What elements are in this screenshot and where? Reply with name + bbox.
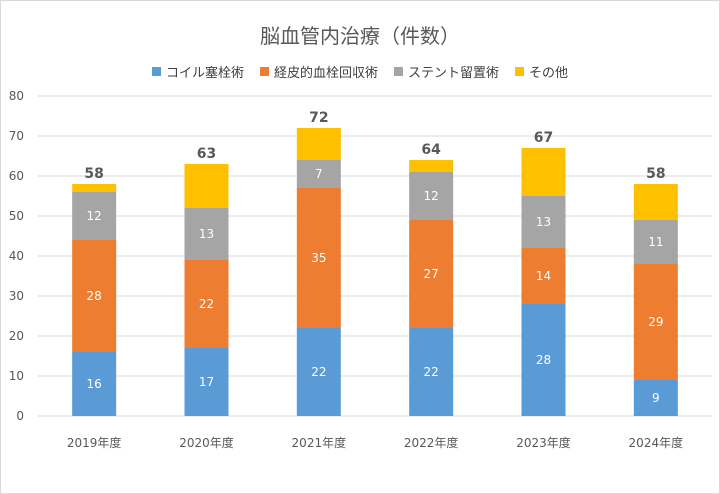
bar-segment [409, 160, 454, 172]
segment-label: 16 [87, 377, 102, 391]
y-tick-label: 0 [16, 409, 24, 423]
y-tick-label: 50 [9, 209, 24, 223]
total-label: 58 [84, 166, 103, 182]
y-tick-label: 20 [9, 329, 24, 343]
legend-label: 経皮的血栓回収術 [273, 66, 378, 81]
y-tick-label: 60 [9, 169, 24, 183]
legend-swatch [394, 67, 403, 76]
x-tick-label: 2020年度 [179, 435, 234, 450]
legend-label: ステント留置術 [408, 66, 500, 81]
total-label: 63 [197, 146, 216, 162]
y-tick-label: 10 [9, 369, 24, 383]
segment-label: 22 [311, 365, 326, 379]
segment-label: 12 [424, 189, 439, 203]
total-label: 64 [421, 142, 441, 158]
total-label: 58 [646, 166, 665, 182]
segment-label: 11 [648, 235, 663, 249]
x-tick-label: 2019年度 [67, 435, 122, 450]
total-label: 72 [309, 110, 328, 126]
y-tick-label: 70 [9, 129, 24, 143]
bar-segment [409, 328, 454, 416]
x-tick-label: 2024年度 [629, 435, 684, 450]
x-tick-label: 2023年度 [516, 435, 571, 450]
segment-label: 29 [648, 315, 663, 329]
bar-segment [296, 160, 341, 188]
bar-segment [184, 164, 229, 208]
segment-label: 9 [652, 391, 660, 405]
y-tick-label: 80 [9, 89, 24, 103]
chart-title: 脳血管内治療（件数） [260, 24, 460, 48]
segment-label: 13 [199, 227, 214, 241]
segment-label: 22 [424, 365, 439, 379]
bar-segment [633, 380, 678, 416]
bar-segment [296, 188, 341, 328]
bar-segment [184, 208, 229, 260]
bar-segment [521, 248, 566, 304]
bar-segment [409, 220, 454, 328]
bar-segment [409, 172, 454, 220]
segment-label: 14 [536, 269, 551, 283]
bar-segment [72, 352, 117, 416]
bar-segment [296, 328, 341, 416]
bar-segment [633, 184, 678, 220]
legend-item-3: その他 [515, 62, 568, 81]
legend-item-1: 経皮的血栓回収術 [259, 62, 378, 81]
x-tick-label: 2021年度 [292, 435, 347, 450]
legend-item-2: ステント留置術 [394, 62, 499, 81]
bar-segment [521, 304, 566, 416]
bar-segment [296, 128, 341, 160]
bar-segment [72, 192, 117, 240]
segment-label: 35 [311, 251, 326, 265]
bar-segment [633, 264, 678, 380]
bar-segment [521, 148, 566, 196]
legend-item-0: コイル塞栓術 [151, 62, 244, 81]
total-label: 67 [534, 130, 553, 146]
bar-segment [72, 184, 117, 192]
legend-swatch [151, 67, 161, 76]
bar-segment [633, 220, 678, 264]
legend-swatch [259, 67, 269, 76]
legend-label: コイル塞栓術 [165, 66, 244, 81]
x-tick-label: 2022年度 [404, 435, 459, 450]
y-tick-label: 40 [9, 249, 24, 263]
bar-segment [521, 196, 566, 248]
segment-label: 28 [536, 353, 551, 367]
bar-segment [184, 260, 229, 348]
bar-segment [184, 348, 229, 416]
segment-label: 7 [315, 167, 323, 181]
legend-swatch [515, 67, 525, 76]
chart-legend: コイル塞栓術 経皮的血栓回収術 ステント留置術 その他 [0, 62, 720, 81]
segment-label: 22 [199, 297, 214, 311]
segment-label: 12 [87, 209, 102, 223]
segment-label: 27 [424, 267, 439, 281]
legend-label: その他 [529, 66, 569, 81]
y-tick-label: 30 [9, 289, 24, 303]
segment-label: 28 [87, 289, 102, 303]
segment-label: 17 [199, 375, 214, 389]
segment-label: 13 [536, 215, 551, 229]
bar-segment [72, 240, 117, 352]
